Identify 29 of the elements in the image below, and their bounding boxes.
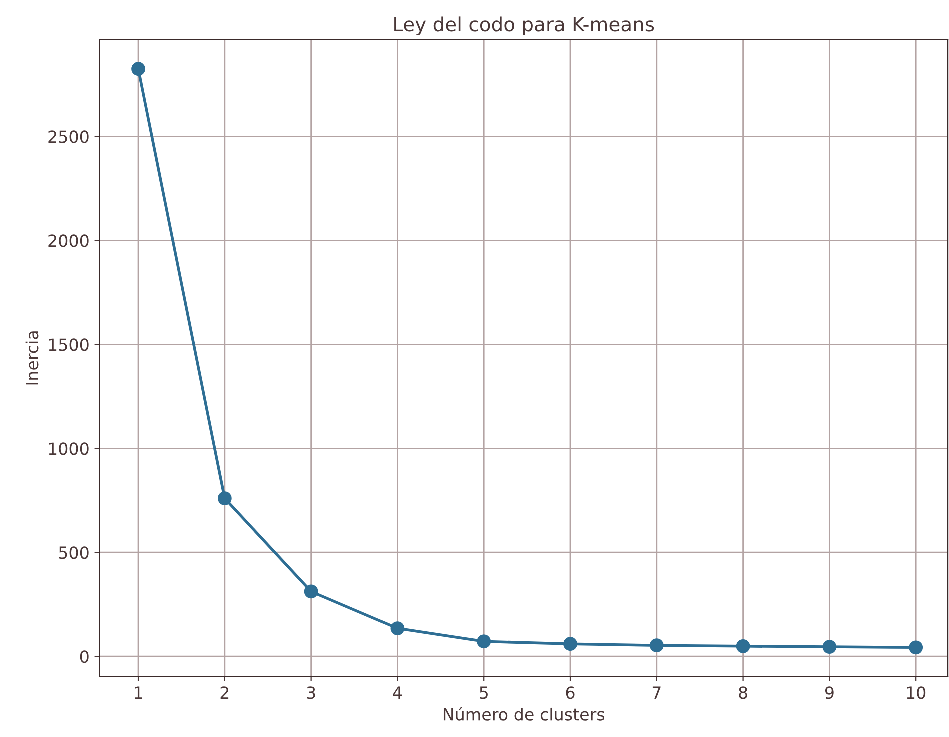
x-tick-label: 6 (566, 686, 575, 700)
point (477, 634, 492, 649)
x-tick-label: 3 (307, 686, 316, 700)
x-tick-label: 8 (739, 686, 748, 700)
chart-title: Ley del codo para K-means (394, 16, 654, 36)
x-tick-label: 7 (652, 686, 661, 699)
point (218, 492, 232, 506)
y-tick-label: 0 (80, 650, 89, 664)
point (132, 62, 146, 76)
y-tick-label: 1500 (49, 338, 89, 352)
point (909, 640, 924, 655)
point (650, 638, 664, 653)
y-axis-title: Inercia (26, 332, 39, 385)
point (822, 640, 837, 654)
point (390, 622, 405, 636)
y-tick-label: 500 (59, 546, 89, 560)
x-tick-label: 1 (135, 686, 142, 699)
point (304, 584, 318, 599)
x-tick-label: 5 (480, 686, 488, 700)
y-tick-label: 2000 (48, 234, 89, 248)
x-axis-title: Número de clusters (444, 707, 605, 721)
point (736, 639, 750, 654)
y-tick-label: 2500 (48, 130, 89, 144)
x-tick-label: 4 (393, 686, 402, 699)
x-tick-label: 2 (220, 686, 229, 699)
y-tick-label: 1000 (49, 442, 89, 456)
x-tick-label: 10 (907, 686, 926, 700)
x-tick-label: 9 (825, 686, 834, 700)
point (564, 637, 578, 652)
